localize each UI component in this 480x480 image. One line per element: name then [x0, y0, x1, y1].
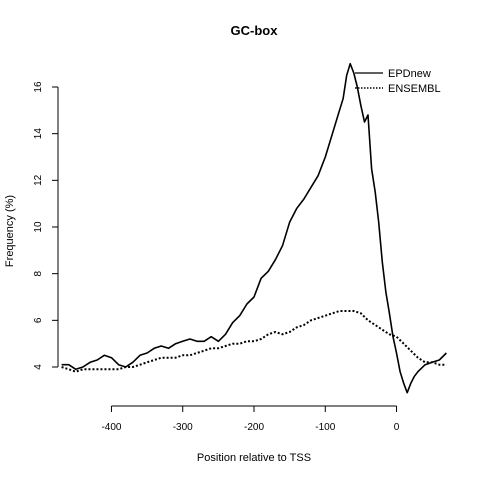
x-tick-label: -100 [315, 422, 335, 433]
x-axis: -400 -300 -200 -100 0 [101, 405, 400, 433]
y-tick-label: 16 [33, 81, 44, 93]
y-axis-label: Frequency (%) [4, 195, 16, 267]
legend-label-epdnew: EPDnew [388, 68, 431, 80]
y-tick-label: 6 [33, 317, 44, 323]
series-line-ensembl [61, 310, 447, 373]
chart-title: GC-box [231, 23, 279, 38]
y-tick-label: 4 [33, 364, 44, 370]
y-tick-label: 10 [33, 221, 44, 233]
y-axis: 4 6 8 10 12 14 16 [33, 81, 59, 370]
y-tick-label: 12 [33, 174, 44, 186]
series-layer [61, 62, 447, 394]
x-tick-label: -400 [101, 422, 121, 433]
series-line-epdnew [61, 62, 447, 394]
y-tick-label: 8 [33, 270, 44, 276]
x-tick-label: 0 [394, 422, 400, 433]
x-tick-label: -300 [173, 422, 193, 433]
legend: EPDnew ENSEMBL [355, 68, 441, 95]
legend-label-ensembl: ENSEMBL [388, 83, 441, 95]
x-axis-label: Position relative to TSS [197, 452, 311, 464]
y-tick-label: 14 [33, 128, 44, 140]
x-tick-label: -200 [244, 422, 264, 433]
